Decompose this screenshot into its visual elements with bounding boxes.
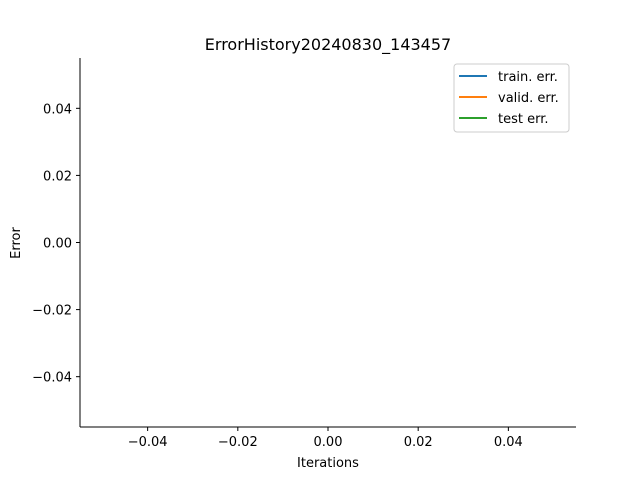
legend-box <box>453 63 570 133</box>
y-axis-ticks: 0.04 0.02 0.00 −0.02 −0.04 <box>32 102 80 386</box>
x-tick-label: −0.04 <box>128 435 168 450</box>
chart-legend: train. err. valid. err. test err. <box>453 63 570 133</box>
legend-label: test err. <box>498 112 549 127</box>
x-tick-label: 0.00 <box>314 435 343 450</box>
chart-title: ErrorHistory20240830_143457 <box>205 35 451 55</box>
legend-label: train. err. <box>498 70 558 85</box>
y-tick-label: −0.04 <box>32 371 72 386</box>
y-tick-label: 0.02 <box>43 169 72 184</box>
y-tick-label: 0.00 <box>43 237 72 252</box>
x-tick-label: −0.02 <box>218 435 258 450</box>
x-tick-label: 0.04 <box>494 435 523 450</box>
x-axis-ticks: −0.04 −0.02 0.00 0.02 0.04 <box>128 427 523 450</box>
x-axis-label: Iterations <box>297 456 359 471</box>
x-tick-label: 0.02 <box>404 435 433 450</box>
y-axis-label: Error <box>9 227 24 259</box>
y-tick-label: −0.02 <box>32 304 72 319</box>
legend-label: valid. err. <box>498 91 559 106</box>
y-tick-label: 0.04 <box>43 102 72 117</box>
